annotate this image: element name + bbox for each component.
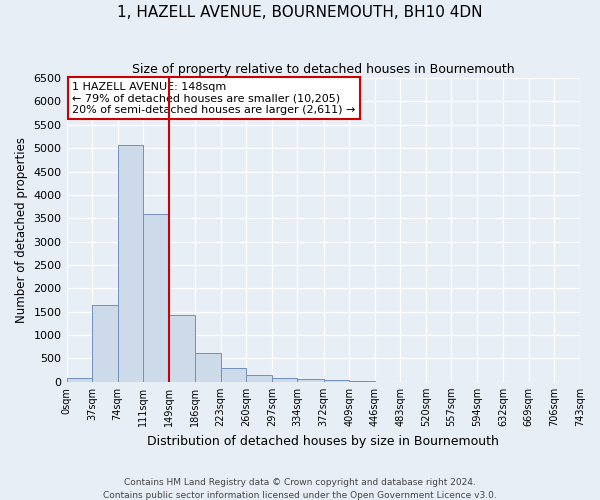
Text: Contains HM Land Registry data © Crown copyright and database right 2024.
Contai: Contains HM Land Registry data © Crown c… [103,478,497,500]
Bar [246,374,272,382]
Y-axis label: Number of detached properties: Number of detached properties [15,137,28,323]
Bar [118,144,143,382]
Bar [143,214,169,382]
Bar [92,304,118,382]
X-axis label: Distribution of detached houses by size in Bournemouth: Distribution of detached houses by size … [148,434,499,448]
Bar [169,315,195,382]
Text: 1, HAZELL AVENUE, BOURNEMOUTH, BH10 4DN: 1, HAZELL AVENUE, BOURNEMOUTH, BH10 4DN [117,5,483,20]
Bar [195,354,221,382]
Title: Size of property relative to detached houses in Bournemouth: Size of property relative to detached ho… [132,62,515,76]
Bar [323,380,349,382]
Bar [272,378,298,382]
Bar [67,378,92,382]
Bar [221,368,246,382]
Text: 1 HAZELL AVENUE: 148sqm
← 79% of detached houses are smaller (10,205)
20% of sem: 1 HAZELL AVENUE: 148sqm ← 79% of detache… [72,82,355,115]
Bar [298,380,323,382]
Bar [349,381,375,382]
